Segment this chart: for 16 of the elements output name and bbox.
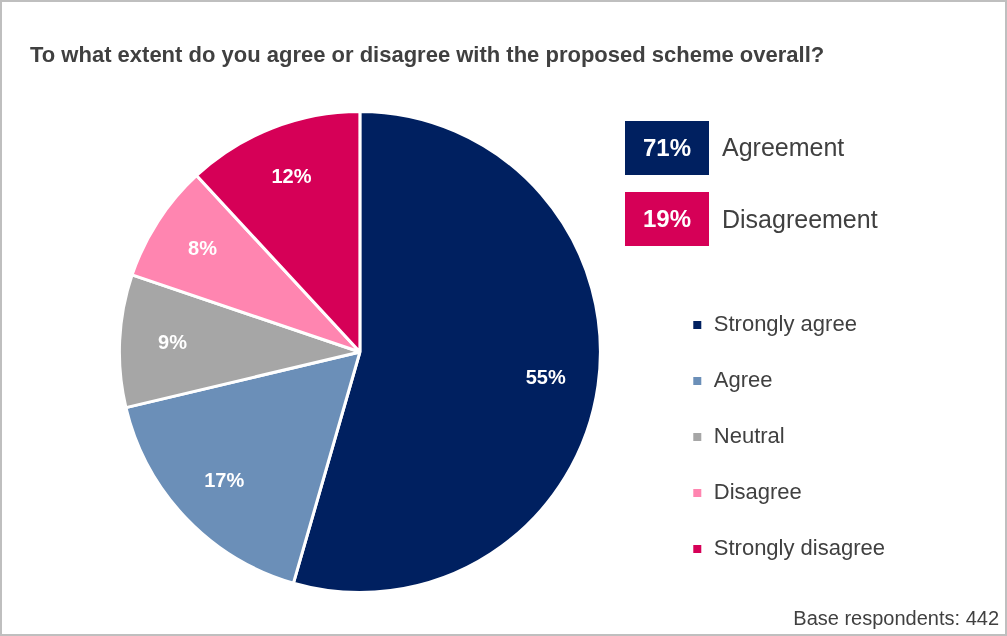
data-label: 8% (188, 237, 218, 260)
text: Base respondents: 442 (793, 607, 999, 630)
data-label: 55% (525, 365, 566, 388)
data-label: 17% (204, 469, 245, 492)
text: 71% (625, 121, 709, 175)
text: 19% (625, 192, 709, 246)
data-label: 9% (158, 330, 188, 353)
data-label: 12% (271, 164, 312, 187)
text: Disagreement (722, 205, 878, 234)
legend-label: Strongly agree (713, 311, 857, 337)
legend-label: Neutral (713, 423, 785, 449)
legend-label: Disagree (713, 479, 802, 505)
chart-title: To what extent do you agree or disagree with the proposed scheme overall? (30, 42, 825, 68)
legend-label: Agree (713, 367, 773, 393)
text: Agreement (722, 133, 845, 162)
legend-label: Strongly disagree (713, 535, 886, 561)
